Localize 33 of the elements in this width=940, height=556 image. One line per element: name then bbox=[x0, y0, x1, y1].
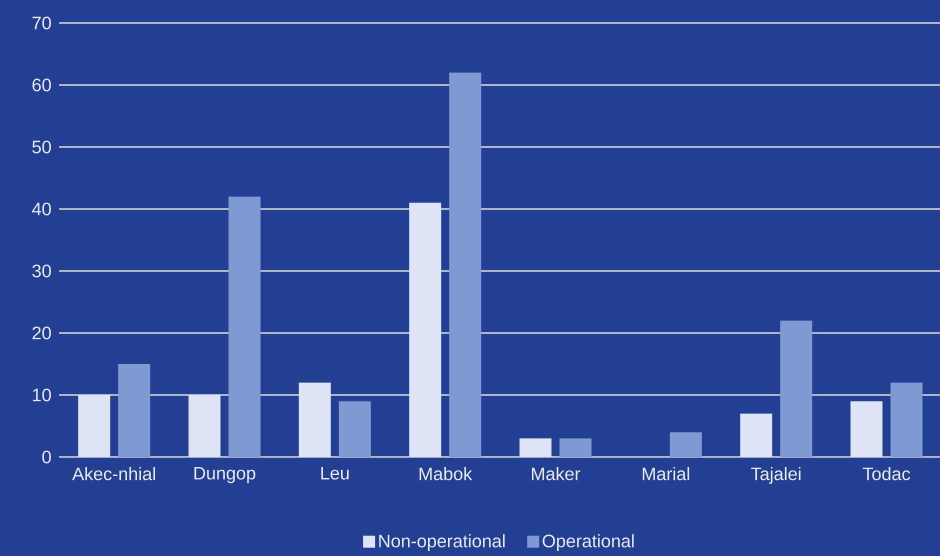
y-tick-label: 0 bbox=[42, 450, 51, 464]
x-tick-label: Akec-nhial bbox=[72, 467, 155, 480]
y-tick-label: 70 bbox=[32, 16, 51, 30]
bar bbox=[298, 382, 331, 457]
bar bbox=[560, 438, 592, 457]
bar bbox=[890, 382, 922, 457]
x-tick-label: Leu bbox=[321, 467, 349, 480]
bar bbox=[338, 401, 371, 457]
x-tick-label: Tajalei bbox=[751, 467, 800, 484]
y-tick-label: 30 bbox=[32, 264, 51, 278]
bar bbox=[228, 196, 261, 457]
y-tick-label: 20 bbox=[32, 326, 51, 340]
bar bbox=[740, 414, 772, 457]
bar bbox=[78, 394, 110, 457]
y-tick-label: 50 bbox=[32, 140, 51, 154]
x-tick-label: Marial bbox=[642, 467, 690, 480]
bar bbox=[850, 401, 882, 457]
bar bbox=[520, 438, 552, 457]
legend-label: Non-operational bbox=[379, 534, 505, 551]
x-tick-label: Maker bbox=[532, 467, 580, 480]
x-tick-label: Dungop bbox=[194, 467, 256, 484]
legend-label: Operational bbox=[542, 534, 634, 551]
bar bbox=[780, 320, 812, 457]
y-tick-label: 40 bbox=[32, 202, 51, 216]
y-tick-label: 60 bbox=[32, 78, 51, 92]
y-tick-label: 10 bbox=[32, 388, 51, 402]
bar bbox=[449, 72, 482, 457]
x-tick-label: Mabok bbox=[420, 467, 472, 480]
bar bbox=[118, 364, 150, 457]
bar bbox=[188, 394, 221, 457]
bar bbox=[409, 202, 442, 457]
bar bbox=[670, 432, 702, 457]
x-tick-label: Todac bbox=[862, 467, 910, 480]
